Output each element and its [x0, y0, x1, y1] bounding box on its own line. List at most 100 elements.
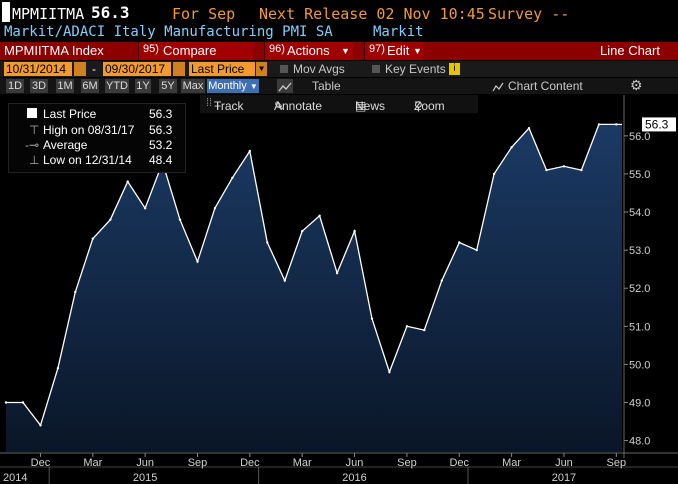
data-point — [231, 176, 234, 179]
x-year-label: 2014 — [3, 472, 27, 484]
edit-num: 97) — [369, 43, 385, 55]
data-point — [283, 279, 286, 282]
drag-handle-icon[interactable]: ⁞⁞ — [206, 97, 213, 109]
data-point — [353, 229, 356, 233]
calendar-icon-start[interactable] — [74, 62, 86, 76]
x-tick-label: Jun — [136, 457, 154, 469]
x-tick-label: Mar — [502, 457, 521, 469]
average-marker-icon: -⊸ — [25, 138, 40, 152]
line-chart-icon[interactable] — [277, 79, 293, 93]
y-tick-label: 50.0 — [629, 359, 650, 371]
edit-button[interactable]: 97) Edit ▼ — [364, 42, 423, 60]
period-1d[interactable]: 1D — [6, 79, 24, 93]
crosshair-icon: + — [214, 99, 222, 113]
chart-content-icon[interactable] — [492, 79, 504, 93]
data-point — [527, 127, 531, 130]
edit-caret-icon: ▼ — [413, 46, 422, 56]
data-point — [74, 290, 77, 294]
magnifier-icon: ⚲ — [414, 99, 423, 113]
period-1m[interactable]: 1M — [56, 79, 74, 93]
cursor-block — [2, 2, 10, 22]
ticker: MPMIITMA — [12, 5, 85, 23]
frequency-caret-icon: ▼ — [249, 82, 258, 91]
actions-button[interactable]: 96) Actions ▼ — [264, 42, 353, 60]
data-point — [248, 149, 251, 153]
data-point — [580, 168, 583, 172]
frequency-select[interactable]: Monthly ▼ — [207, 79, 259, 93]
legend-low-label: Low on 12/31/14 — [43, 153, 132, 167]
field-caret-icon[interactable]: ▼ — [256, 62, 267, 76]
mov-avgs-checkbox[interactable] — [280, 65, 288, 73]
data-point — [545, 168, 548, 172]
period-6m[interactable]: 6M — [81, 79, 99, 93]
period-1y[interactable]: 1Y — [135, 79, 151, 93]
header-row: MPMIITMA 56.3 For Sep Next Release 02 No… — [0, 2, 678, 26]
actions-num: 96) — [269, 43, 285, 55]
chart-toolbar: ⁞⁞ + Track ✎ Annotate ▤ News ⚲ Zoom — [200, 95, 478, 113]
start-date-input[interactable]: 10/31/2014 — [4, 62, 72, 76]
period-3d[interactable]: 3D — [30, 79, 48, 93]
data-point — [458, 241, 461, 244]
date-controls: 10/31/2014 - 09/30/2017 Last Price ▼ Mov… — [0, 61, 678, 77]
period-controls: 1D 3D 1M 6M YTD 1Y 5Y Max Monthly ▼ Tabl… — [0, 78, 678, 94]
calendar-icon-end[interactable] — [173, 62, 185, 76]
compare-button[interactable]: 95) Compare — [138, 42, 253, 60]
area-fill — [6, 124, 622, 453]
menu-bar: MPMIITMA Index 95) Compare 96) Actions ▼… — [0, 42, 678, 60]
period-5y[interactable]: 5Y — [159, 79, 177, 93]
data-point — [126, 180, 129, 183]
index-box[interactable]: MPMIITMA Index — [0, 42, 134, 60]
date-separator: - — [92, 62, 96, 76]
edit-label: Edit — [387, 43, 410, 58]
compare-label: Compare — [163, 43, 217, 58]
x-year-label: 2017 — [552, 472, 576, 484]
news-label: News — [355, 99, 386, 113]
data-point — [388, 370, 391, 374]
data-point — [213, 207, 217, 210]
x-year-label: 2016 — [342, 472, 366, 484]
settings-gear-icon[interactable]: ⚙ — [630, 77, 643, 93]
data-point — [39, 424, 42, 427]
data-point — [510, 146, 513, 149]
legend-high-value: 56.3 — [149, 123, 173, 137]
news-icon: ▤ — [355, 99, 367, 113]
last-price-swatch[interactable] — [27, 108, 37, 118]
annotate-label: Annotate — [274, 99, 323, 113]
y-tick-label: 51.0 — [629, 321, 650, 333]
legend-high-label: High on 08/31/17 — [43, 123, 135, 137]
source: Markit — [373, 24, 424, 40]
x-tick-label: Dec — [449, 457, 469, 469]
data-point — [370, 317, 374, 320]
survey: Survey -- — [488, 5, 570, 23]
security-description: Markit/ADACI Italy Manufacturing PMI SA — [4, 24, 333, 40]
key-events-checkbox[interactable] — [372, 65, 380, 73]
legend-last-label: Last Price — [43, 107, 97, 121]
data-point — [562, 165, 566, 168]
x-tick-label: Dec — [240, 457, 260, 469]
x-tick-label: Mar — [293, 457, 312, 469]
info-icon[interactable]: i — [449, 63, 460, 75]
legend-avg-label: Average — [43, 138, 88, 152]
pencil-icon: ✎ — [274, 99, 285, 113]
data-point — [405, 325, 409, 328]
last-price-marker — [642, 117, 676, 132]
y-axis: 48.0 49.0 50.0 51.0 52.0 53.0 54.0 55.0 56.056.3 — [623, 95, 676, 458]
data-point — [178, 218, 182, 221]
field-select[interactable]: Last Price — [189, 62, 255, 76]
end-date-input[interactable]: 09/30/2017 — [103, 62, 171, 76]
table-label[interactable]: Table — [312, 79, 341, 93]
period-max[interactable]: Max — [181, 79, 205, 93]
x-tick-label: Sep — [607, 457, 627, 469]
chart-content-label[interactable]: Chart Content — [508, 79, 583, 93]
legend-last-value: 56.3 — [149, 107, 173, 121]
legend: Last Price 56.3 ⊤ High on 08/31/17 56.3 … — [8, 103, 186, 173]
view-type: Line Chart — [600, 43, 660, 58]
price-chart[interactable]: 48.049.050.051.052.053.054.055.056.056.3… — [0, 95, 678, 484]
frequency-label: Monthly — [208, 80, 247, 92]
period-ytd[interactable]: YTD — [105, 79, 129, 93]
mov-avgs-label: Mov Avgs — [293, 62, 345, 76]
data-point — [475, 248, 478, 252]
data-point — [423, 328, 426, 332]
data-point — [196, 260, 199, 263]
y-tick-label: 56.0 — [629, 131, 650, 143]
